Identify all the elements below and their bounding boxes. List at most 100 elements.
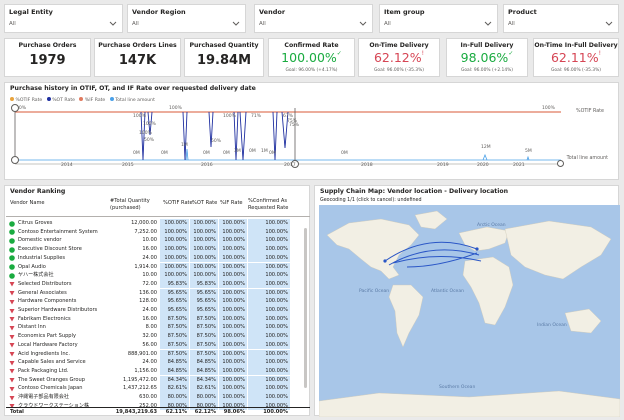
cell-if: 100.00% <box>219 245 247 254</box>
slicer-vendor-region[interactable]: Vendor Region All <box>127 4 246 33</box>
cell-confirmed: 100.00% <box>248 366 290 376</box>
cell-confirmed: 100.00% <box>248 279 290 289</box>
table-row[interactable]: Industrial Supplies 24.00 100.00% 100.00% 10… <box>6 253 310 263</box>
table-row[interactable]: Pack Packaging Ltd. 1,156.00 84.85% 84.85% 1… <box>6 366 310 376</box>
cell-quantity: 8.00 <box>145 324 157 331</box>
slicer-value: All <box>9 21 16 27</box>
cell-quantity: 630.00 <box>139 394 157 400</box>
table-row[interactable]: Contoso Entertainment System 7,252.00 100.… <box>6 227 310 237</box>
slicer-value: All <box>259 21 266 27</box>
vendor-name: The Sweet Oranges Group <box>18 376 85 383</box>
range-handle-left[interactable] <box>11 104 19 112</box>
cell-confirmed: 100.00% <box>248 288 290 298</box>
data-label: 0M <box>203 151 210 156</box>
table-row[interactable]: Economics Part Supply 32.00 87.50% 87.50% 10… <box>6 332 310 341</box>
kpi-goal: Goal: 96.00% (-35.3%) <box>551 68 601 73</box>
table-row[interactable]: General Associates 136.00 95.65% 95.65% 100.… <box>6 288 310 298</box>
slicer-legal-entity[interactable]: Legal Entity All <box>4 4 123 33</box>
cell-if: 100.00% <box>219 271 247 280</box>
vendor-ranking-table: Vendor Ranking Vendor Name #Total Quanti… <box>4 185 310 416</box>
cell-quantity: 1,914.00 <box>134 263 157 270</box>
table-row[interactable]: Local Hardware Factory 56.00 87.50% 87.50% 1… <box>6 340 310 350</box>
slicer-value: All <box>508 21 515 27</box>
cell-ot: 100.00% <box>190 262 218 272</box>
column-header-vendor[interactable]: Vendor Name <box>10 200 45 206</box>
kpi-value-row: 62.12%! <box>359 50 439 65</box>
table-row[interactable]: Acid Ingredients Inc. 888,901.00 87.50% 87.… <box>6 349 310 359</box>
cell-quantity: 888,901.00 <box>127 350 157 357</box>
checkmark-icon: ✓ <box>336 50 342 57</box>
data-label: 71% <box>251 114 262 119</box>
slicer-vendor[interactable]: Vendor All <box>254 4 373 33</box>
table-row[interactable]: Selected Distributors 72.00 95.83% 95.83% 10… <box>6 279 310 289</box>
total-label: Total <box>10 409 24 415</box>
status-bad-icon <box>9 378 15 383</box>
table-row[interactable]: Capable Sales and Service 24.00 84.85% 84.8… <box>6 358 310 367</box>
cell-confirmed: 100.00% <box>248 227 290 237</box>
world-map <box>319 210 620 417</box>
slicer-item-group[interactable]: Item group All <box>379 4 498 33</box>
slicer-product[interactable]: Product All <box>503 4 619 33</box>
x-tick-label: 2020 <box>477 163 489 168</box>
cell-ot: 100.00% <box>190 227 218 237</box>
vendor-name: Economics Part Supply <box>18 333 76 340</box>
column-header-otif[interactable]: %OTIF Rate <box>163 200 193 206</box>
cell-quantity: 24.00 <box>142 307 157 313</box>
table-row[interactable]: Superior Hardware Distributors 24.00 95.65… <box>6 306 310 315</box>
cell-ot: 84.34% <box>190 375 218 385</box>
table-row[interactable]: Fabrikam Electronics 16.00 87.50% 87.50% 100… <box>6 314 310 324</box>
total-qty: 19,843,219.63 <box>115 409 157 415</box>
vendor-name: General Associates <box>18 289 67 296</box>
cell-ot: 87.50% <box>190 314 218 324</box>
column-header-confirmed[interactable]: %Confirmed As Requested Rate <box>248 198 289 211</box>
column-header-quantity[interactable]: #Total Quantity (purchased) <box>110 198 150 211</box>
range-handle-left-bottom[interactable] <box>11 156 19 164</box>
scrollbar[interactable] <box>304 228 307 388</box>
cell-otif: 100.00% <box>160 236 189 245</box>
cell-quantity: 56.00 <box>142 341 157 348</box>
slicer-label: Vendor <box>259 8 286 16</box>
data-label: 0M <box>133 151 140 156</box>
kpi-otif-delivery: On-Time In-Full Delivery 62.11%! Goal: 9… <box>533 38 619 77</box>
data-label: 100% <box>223 114 236 119</box>
vendor-name: クラウドワークステーション株 <box>18 402 90 409</box>
data-label: 0M <box>269 151 276 156</box>
data-label: 100% <box>542 106 555 111</box>
table-total-row: Total 19,843,219.63 62.11% 62.12% 98.06%… <box>6 407 310 416</box>
cell-quantity: 1,437,212.65 <box>122 385 157 392</box>
chart-title: Purchase history in OTIF, OT, and IF Rat… <box>10 85 256 92</box>
kpi-value: 19.84M <box>196 53 252 68</box>
vendor-location-dot <box>383 259 387 263</box>
table-row[interactable]: クラウドワークステーション株 252.00 80.00% 80.00% 100.00% 1… <box>6 401 310 411</box>
cell-ot: 84.85% <box>190 366 218 376</box>
table-row[interactable]: ヤハー株式会社 10.00 100.00% 100.00% 100.00% 100.00% <box>6 271 310 280</box>
table-row[interactable]: Domestic vendor 10.00 100.00% 100.00% 100.00… <box>6 236 310 245</box>
table-row[interactable]: Executive Discount Store 16.00 100.00% 100.… <box>6 245 310 254</box>
table-row[interactable]: Contoso Chemicals Japan 1,437,212.65 82.61… <box>6 384 310 393</box>
total-otif: 62.11% <box>165 409 187 415</box>
table-row[interactable]: The Sweet Oranges Group 1,195,472.00 84.34… <box>6 375 310 385</box>
table-row[interactable]: Citrus Groves 12,000.00 100.00% 100.00% 100.… <box>6 219 310 228</box>
status-good-icon <box>9 246 15 253</box>
range-handle-right[interactable] <box>291 160 299 168</box>
column-header-if[interactable]: %IF Rate <box>220 200 243 206</box>
ocean-label: Indian Ocean <box>537 323 567 328</box>
slider-end-knob[interactable] <box>557 160 564 167</box>
cell-if: 100.00% <box>219 253 247 263</box>
vendor-name: Superior Hardware Distributors <box>18 307 98 313</box>
table-row[interactable]: 沖縄電子部品有限会社 630.00 80.00% 80.00% 100.00% 100.0… <box>6 393 310 402</box>
column-header-ot[interactable]: %OT Rate <box>192 200 218 206</box>
axis-tick-label: 100% <box>13 106 27 111</box>
slicer-label: Product <box>508 8 537 16</box>
cell-if: 100.00% <box>219 219 247 228</box>
geocoding-status[interactable]: Geocoding 1/1 (click to cancel): undefin… <box>320 198 422 203</box>
status-bad-icon <box>9 360 15 366</box>
table-row[interactable]: Distant Inn 8.00 87.50% 87.50% 100.00% 100.00… <box>6 323 310 332</box>
chevron-down-icon <box>109 21 117 26</box>
cell-otif: 87.50% <box>160 349 189 359</box>
checkmark-icon: ✓ <box>508 50 514 57</box>
table-row[interactable]: Hardware Components 128.00 95.65% 95.65% 100… <box>6 297 310 306</box>
table-row[interactable]: Opal Audio 1,914.00 100.00% 100.00% 100.00% 1… <box>6 262 310 272</box>
map-canvas[interactable]: Arctic Ocean Pacific Ocean Atlantic Ocea… <box>319 205 620 417</box>
slicer-label: Legal Entity <box>9 8 53 16</box>
